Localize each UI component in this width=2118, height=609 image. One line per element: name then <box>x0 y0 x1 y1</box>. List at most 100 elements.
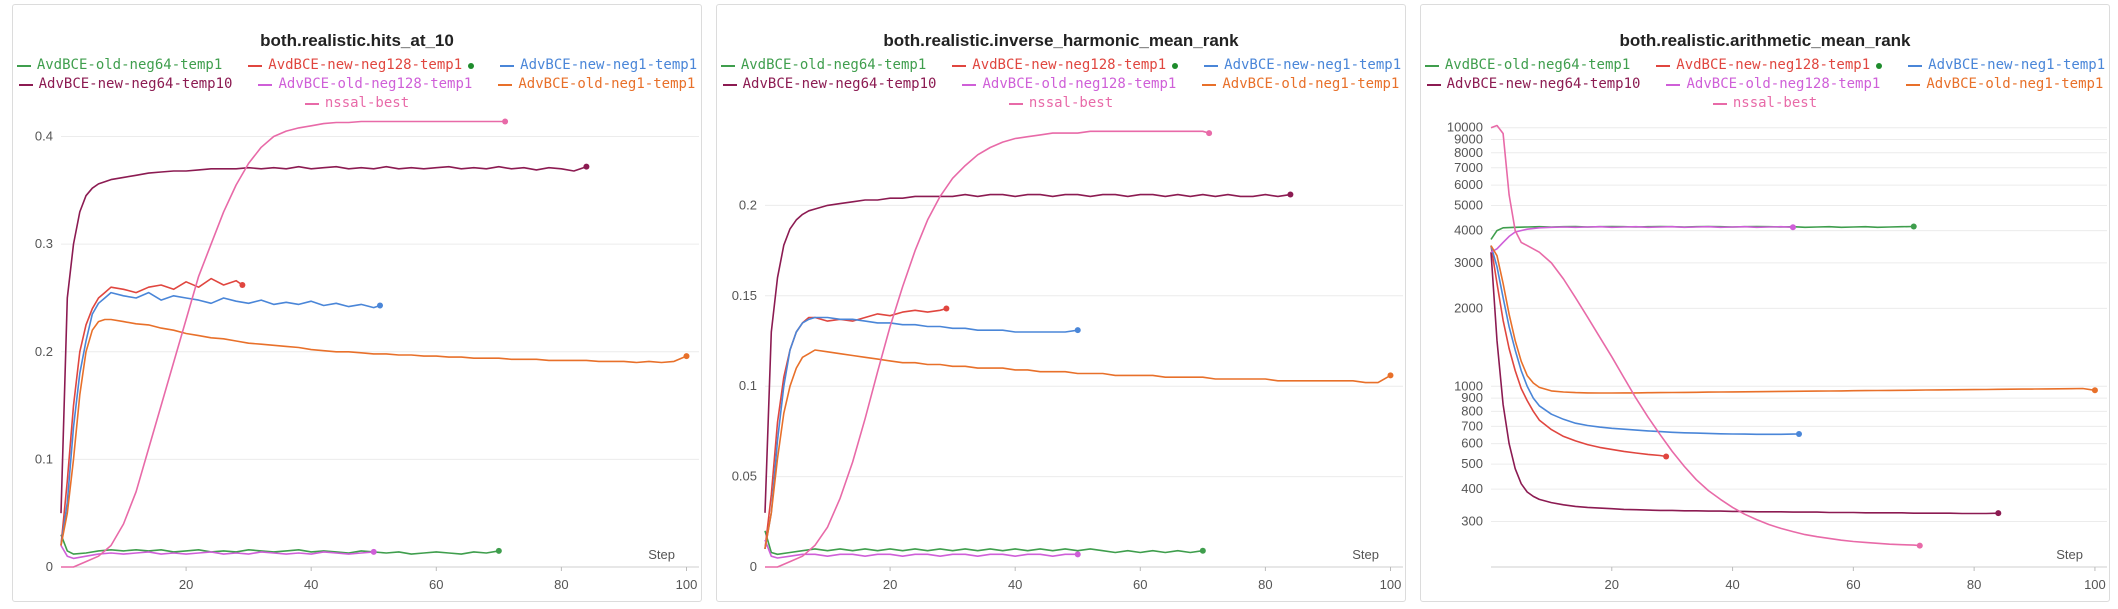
legend-label: AdvBCE-old-neg1-temp1 <box>1926 76 2104 92</box>
series-end-point-nssal-best <box>502 118 509 125</box>
series-line-advbce-old-neg1-temp1 <box>1490 245 2096 394</box>
legend-item-advbce-new-neg1-temp1[interactable]: AdvBCE-new-neg1-temp1 <box>1204 56 1401 75</box>
x-tick-label: 100 <box>1380 577 1402 592</box>
legend-status-dot <box>1172 62 1179 69</box>
legend-label: AvdBCE-new-neg128-temp1 <box>972 57 1167 73</box>
y-tick-label: 4000 <box>1454 223 1483 238</box>
series-line-advbce-old-neg128-temp1 <box>1490 225 1794 253</box>
legend-row: AdvBCE-new-neg64-temp10 AdvBCE-old-neg128… <box>13 75 701 94</box>
y-tick-label: 0.3 <box>35 236 53 251</box>
chart-title: both.realistic.inverse_harmonic_mean_ran… <box>883 31 1239 50</box>
y-tick-label: 0.1 <box>35 451 53 466</box>
legend-item-advbce-new-neg64-temp10[interactable]: AdvBCE-new-neg64-temp10 <box>18 75 233 94</box>
legend-item-advbce-new-neg1-temp1[interactable]: AdvBCE-new-neg1-temp1 <box>500 56 697 75</box>
legend-item-advbce-old-neg1-temp1[interactable]: AdvBCE-old-neg1-temp1 <box>1906 75 2103 94</box>
x-tick-label: 80 <box>554 577 568 592</box>
series-line-advbce-new-neg64-temp10 <box>60 165 587 514</box>
series-end-point-advbce-new-neg1-temp1 <box>377 302 383 309</box>
series-line-advbce-new-neg1-temp1 <box>764 316 1078 550</box>
legend-swatch <box>1656 64 1671 67</box>
series-end-point-advbce-new-neg64-temp10 <box>583 163 590 170</box>
series-end-point-advbce-old-neg1-temp1 <box>683 353 690 360</box>
legend-status-dot <box>1876 62 1883 69</box>
y-tick-label: 0.2 <box>739 197 757 212</box>
series-end-point-avdbce-old-neg64-temp1 <box>495 547 502 554</box>
series-end-point-avdbce-new-neg128-temp1 <box>1663 453 1670 460</box>
legend-item-advbce-old-neg128-temp1[interactable]: AdvBCE-old-neg128-temp1 <box>1666 75 1880 94</box>
legend-label: AdvBCE-old-neg128-temp1 <box>278 76 473 92</box>
legend-label: AdvBCE-new-neg64-temp10 <box>742 76 937 92</box>
legend-label: AvdBCE-old-neg64-temp1 <box>36 57 223 73</box>
y-tick-label: 800 <box>1461 403 1483 418</box>
legend-item-advbce-new-neg64-temp10[interactable]: AdvBCE-new-neg64-temp10 <box>722 75 937 94</box>
legend-item-advbce-old-neg1-temp1[interactable]: AdvBCE-old-neg1-temp1 <box>498 75 695 94</box>
x-tick-label: 20 <box>1605 577 1619 592</box>
y-tick-label: 0.05 <box>732 469 757 484</box>
y-tick-label: 6000 <box>1454 177 1483 192</box>
series-end-point-advbce-new-neg64-temp10 <box>1995 510 2002 517</box>
y-tick-label: 5000 <box>1454 198 1483 213</box>
legend-label: AdvBCE-old-neg128-temp1 <box>1686 76 1881 92</box>
y-tick-label: 0.1 <box>739 378 757 393</box>
legend-swatch <box>1666 83 1681 86</box>
series-end-point-advbce-old-neg1-temp1 <box>2091 387 2098 394</box>
series-end-point-avdbce-old-neg64-temp1 <box>1199 547 1206 554</box>
legend-item-avdbce-new-neg128-temp1[interactable]: AvdBCE-new-neg128-temp1 <box>952 56 1179 75</box>
legend-swatch <box>1424 64 1439 67</box>
legend-item-advbce-old-neg1-temp1[interactable]: AdvBCE-old-neg1-temp1 <box>1202 75 1399 94</box>
legend-item-avdbce-old-neg64-temp1[interactable]: AvdBCE-old-neg64-temp1 <box>720 56 926 75</box>
x-tick-label: 40 <box>304 577 318 592</box>
legend-item-nssal-best[interactable]: nssal-best <box>1008 94 1113 113</box>
legend-row: AdvBCE-new-neg64-temp10 AdvBCE-old-neg128… <box>1421 75 2109 94</box>
y-tick-label: 0.2 <box>35 344 53 359</box>
x-tick-label: 60 <box>1133 577 1147 592</box>
legend-swatch <box>1008 102 1023 105</box>
legend-status-dot <box>468 62 475 69</box>
legend-item-nssal-best[interactable]: nssal-best <box>304 94 409 113</box>
x-axis-title: Step <box>1352 547 1379 562</box>
legend-swatch <box>952 64 967 67</box>
legend-item-avdbce-new-neg128-temp1[interactable]: AvdBCE-new-neg128-temp1 <box>248 56 475 75</box>
legend-item-avdbce-old-neg64-temp1[interactable]: AvdBCE-old-neg64-temp1 <box>16 56 223 75</box>
legend-item-nssal-best[interactable]: nssal-best <box>1712 94 1818 113</box>
legend-label: AdvBCE-new-neg1-temp1 <box>1928 57 2106 73</box>
series-line-avdbce-old-neg64-temp1 <box>764 530 1203 556</box>
y-tick-label: 9000 <box>1454 132 1483 147</box>
x-tick-label: 20 <box>179 577 193 592</box>
y-tick-label: 0.4 <box>35 129 53 144</box>
series-end-point-advbce-old-neg128-temp1 <box>1074 551 1081 558</box>
legend-item-avdbce-old-neg64-temp1[interactable]: AvdBCE-old-neg64-temp1 <box>1424 56 1630 75</box>
legend-swatch <box>16 64 31 67</box>
x-tick-label: 100 <box>2084 577 2106 592</box>
legend-item-avdbce-new-neg128-temp1[interactable]: AvdBCE-new-neg128-temp1 <box>1656 56 1883 75</box>
series-end-point-nssal-best <box>1206 130 1213 137</box>
legend-item-advbce-new-neg64-temp10[interactable]: AdvBCE-new-neg64-temp10 <box>1426 75 1640 94</box>
y-tick-label: 0 <box>750 559 757 574</box>
legend-swatch <box>498 83 513 86</box>
legend-swatch <box>720 64 735 67</box>
legend-swatch <box>258 83 273 86</box>
x-tick-label: 60 <box>429 577 443 592</box>
legend-label: AvdBCE-new-neg128-temp1 <box>268 57 463 73</box>
legend-item-advbce-new-neg1-temp1[interactable]: AdvBCE-new-neg1-temp1 <box>1908 56 2105 75</box>
series-end-point-advbce-new-neg1-temp1 <box>1074 327 1081 334</box>
legend-label: nssal-best <box>1732 95 1818 111</box>
series-end-point-avdbce-new-neg128-temp1 <box>943 305 950 312</box>
legend-label: AdvBCE-new-neg1-temp1 <box>520 57 698 73</box>
chart-title: both.realistic.arithmetic_mean_rank <box>1619 31 1911 50</box>
y-tick-label: 300 <box>1461 513 1483 528</box>
series-line-advbce-new-neg64-temp10 <box>764 193 1291 513</box>
y-tick-label: 7000 <box>1454 160 1483 175</box>
x-tick-label: 40 <box>1008 577 1022 592</box>
legend-row: nssal-best <box>1421 94 2109 113</box>
legend-label: AdvBCE-new-neg64-temp10 <box>38 76 233 92</box>
legend-item-advbce-old-neg128-temp1[interactable]: AdvBCE-old-neg128-temp1 <box>962 75 1176 94</box>
legend-swatch <box>248 64 263 67</box>
legend-item-advbce-old-neg128-temp1[interactable]: AdvBCE-old-neg128-temp1 <box>258 75 472 94</box>
series-line-avdbce-old-neg64-temp1 <box>60 534 499 555</box>
series-end-point-nssal-best <box>1916 542 1923 549</box>
series-line-nssal-best <box>61 120 506 568</box>
y-tick-label: 500 <box>1461 456 1483 471</box>
